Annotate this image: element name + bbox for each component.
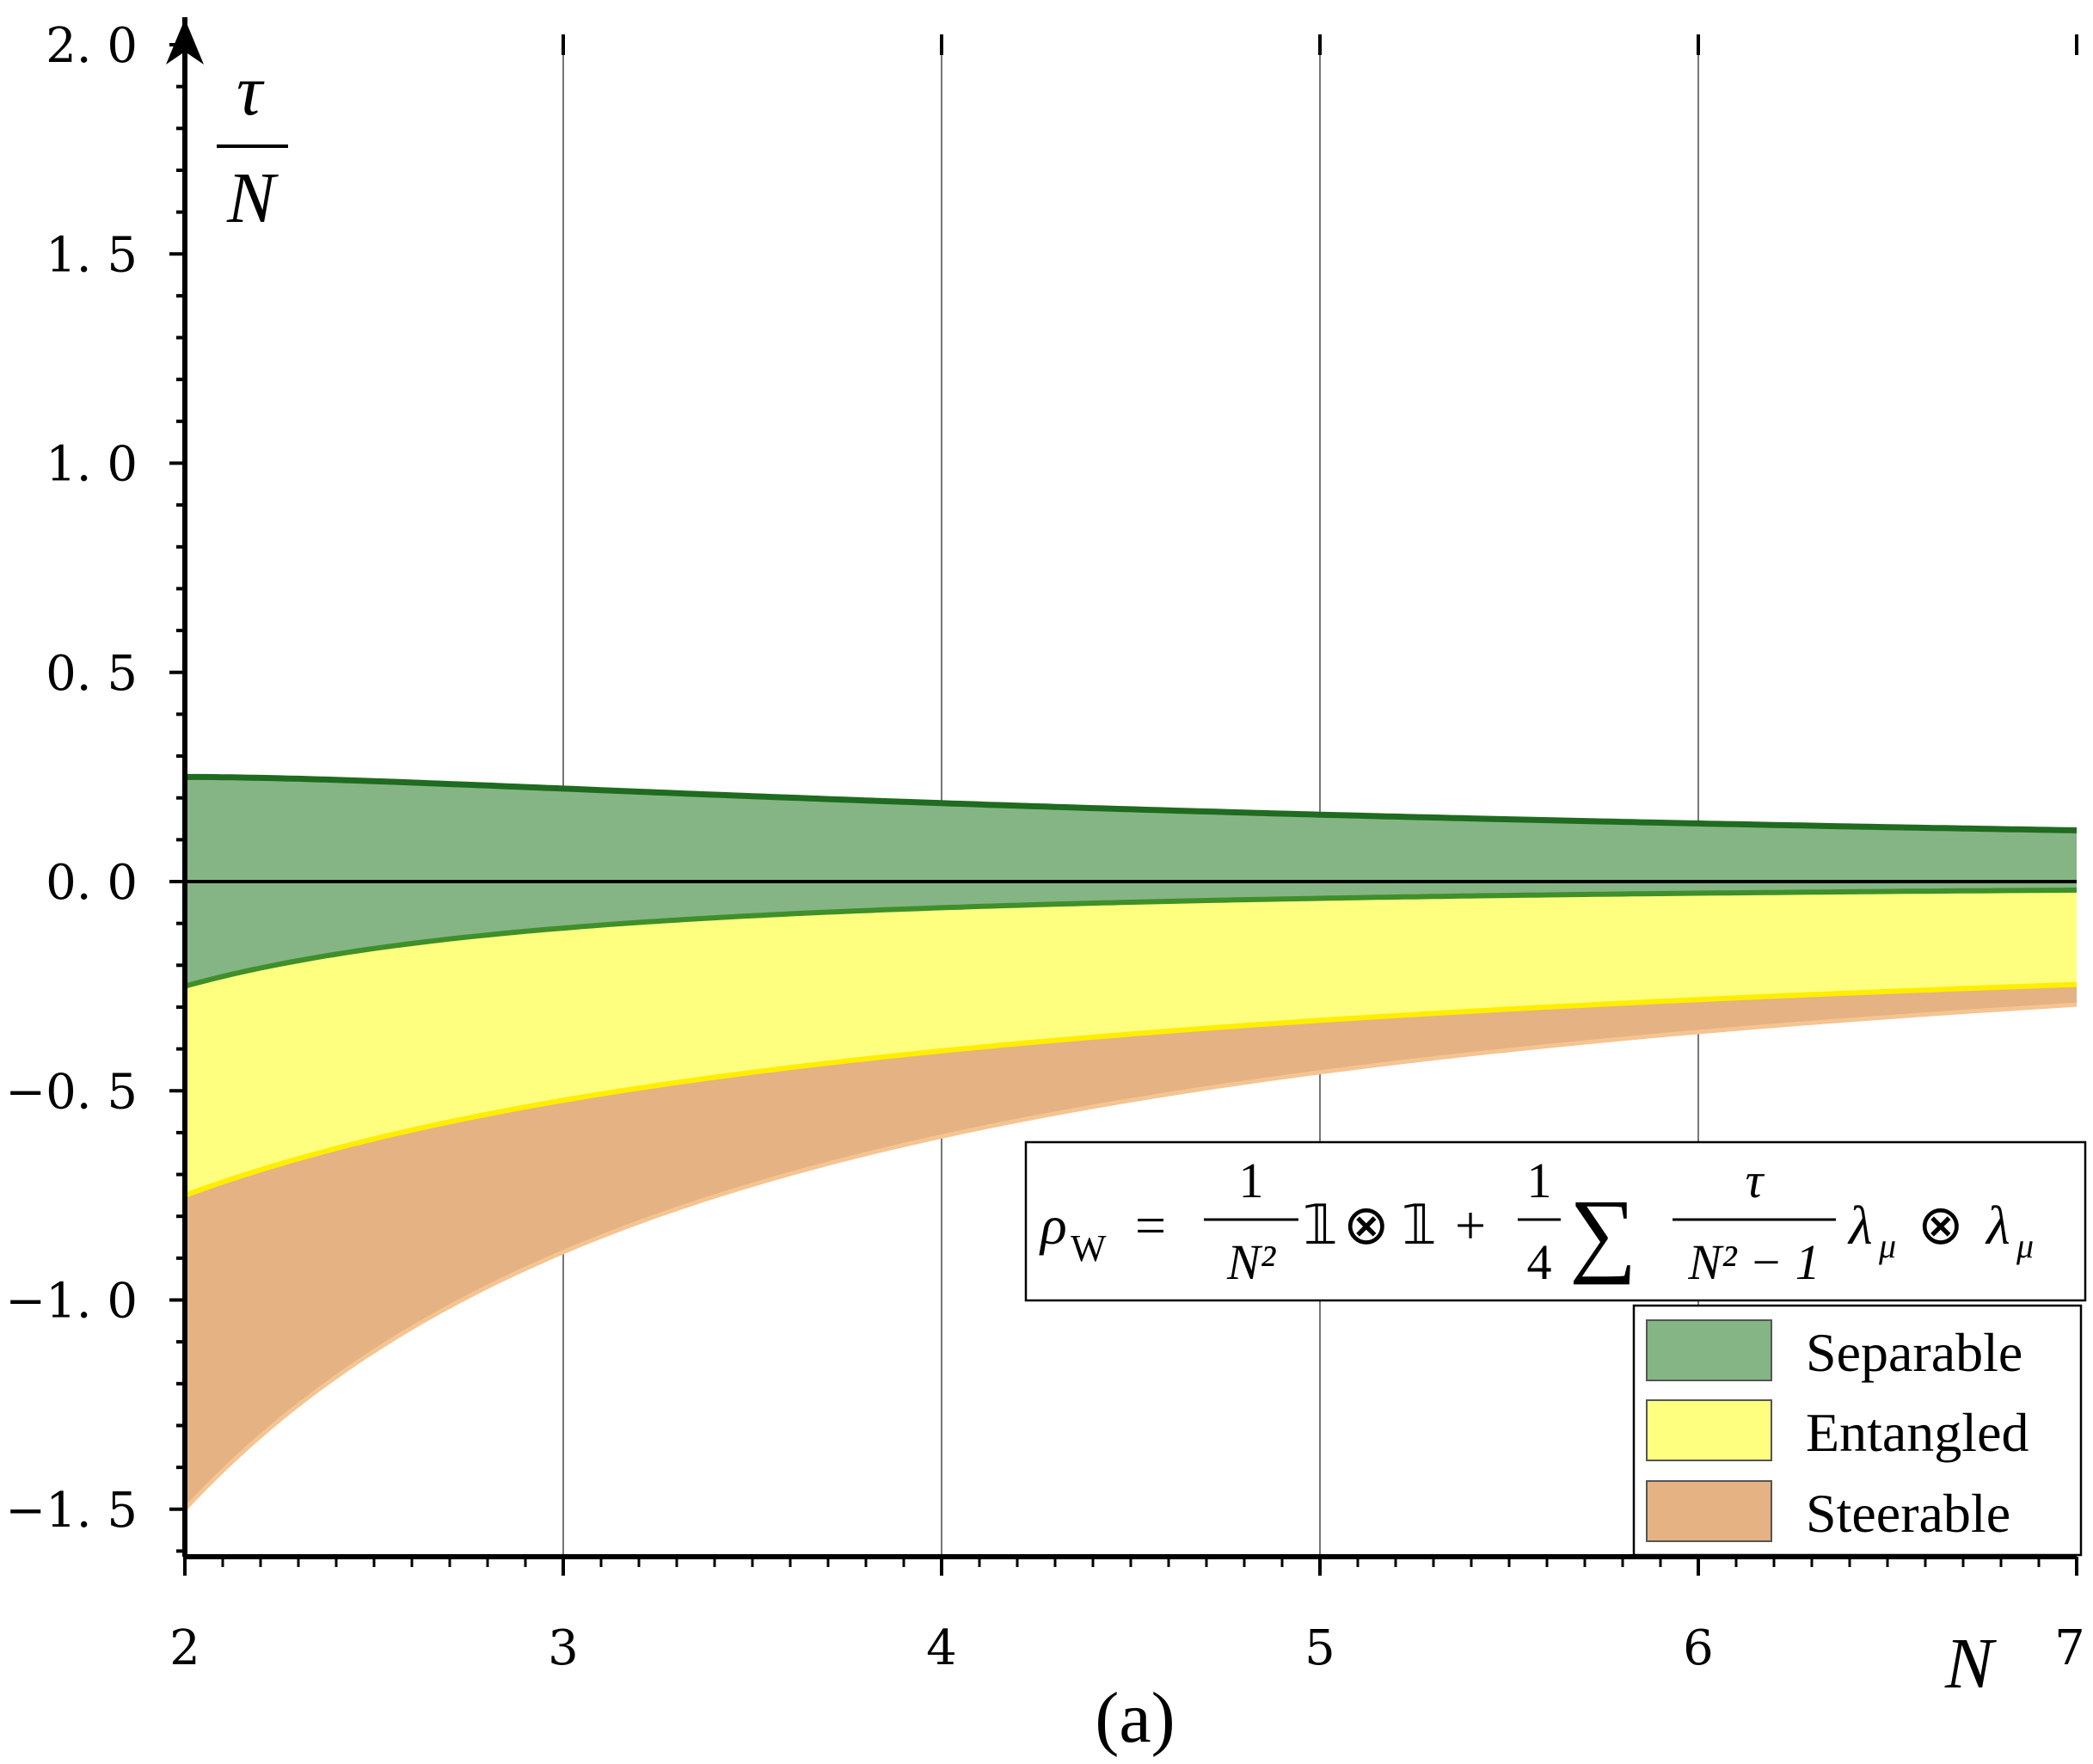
x-tick-label-3: 3 [548,1620,579,1676]
eq-mu-1: μ [1878,1226,1896,1265]
y-tick-label-3: 0. 5 [46,646,138,702]
legend-label-entangled: Entangled [1806,1402,2029,1463]
x-tick-label-2: 2 [169,1620,200,1676]
eq-identity-1: 𝟙 [1303,1195,1338,1256]
entangled-lower-boundary [183,981,2078,1198]
legend-swatch-separable [1646,1319,1772,1381]
separable-lower-boundary [184,887,2078,989]
eq-otimes-1: ⊗ [1343,1195,1390,1256]
x-axis-label: N [1944,1624,1997,1704]
eq-plus: + [1455,1195,1486,1256]
eq-rho: ρ [1039,1195,1067,1256]
legend-swatch-steerable [1646,1480,1772,1542]
x-tick-label-7: 7 [2054,1620,2085,1676]
steerable-lower-boundary [183,1002,2078,1511]
eq-lambda-1: λ [1847,1195,1873,1256]
legend-label-separable: Separable [1806,1322,2022,1383]
eq-mu-2: μ [2016,1226,2034,1265]
y-tick-label-2: 1. 0 [46,437,138,493]
region-entangled [185,889,2077,1195]
eq-identity-2: 𝟙 [1402,1195,1437,1256]
y-tick-label-1: 1. 5 [46,227,138,283]
y-tick-label-0: 2. 0 [46,18,138,74]
y-tick-label-7: −1. 5 [5,1483,138,1539]
separable-upper-boundary [185,773,2078,833]
equation-box [1024,1140,2087,1302]
x-tick-label-6: 6 [1683,1620,1714,1676]
eq-lambda-2: λ [1985,1195,2010,1256]
y-tick-label-5: −0. 5 [5,1064,138,1120]
eq-otimes-2: ⊗ [1918,1195,1964,1256]
y-label-denominator: N [226,158,279,238]
legend-swatch-entangled [1646,1399,1772,1461]
legend-label-steerable: Steerable [1806,1483,2010,1544]
eq-frac1-den: N² [1226,1234,1277,1290]
eq-sum: ∑ [1569,1180,1636,1285]
figure-caption: (a) [1095,1678,1175,1758]
eq-frac3-num: τ [1746,1152,1765,1208]
y-tick-label-4: 0. 0 [46,855,138,911]
equation-annotation: ρ W = 1 N² 𝟙 ⊗ 𝟙 + 1 4 ∑ τ N² − 1 λ μ ⊗ … [1024,1140,2087,1302]
x-tick-label-5: 5 [1304,1620,1335,1676]
region-steerable [185,984,2077,1509]
eq-sub-w: W [1071,1227,1107,1269]
axes: 2. 0 1. 5 1. 0 0. 5 0. 0 −0. 5 −1. 0 −1. 5 2 3 4 5 6… [5,17,2085,1676]
eq-frac3-den: N² − 1 [1687,1234,1820,1290]
eq-frac1-num: 1 [1239,1152,1264,1208]
x-tick-label-4: 4 [926,1620,957,1676]
y-axis-label: τ N [217,51,288,238]
legend: Separable Entangled Steerable [1632,1304,2083,1557]
y-axis-arrowhead [166,19,204,65]
y-label-numerator: τ [236,51,265,131]
eq-frac2-den: 4 [1527,1234,1552,1290]
y-tick-label-6: −1. 0 [5,1274,138,1330]
eq-equals: = [1135,1195,1166,1256]
eq-frac2-num: 1 [1527,1152,1552,1208]
